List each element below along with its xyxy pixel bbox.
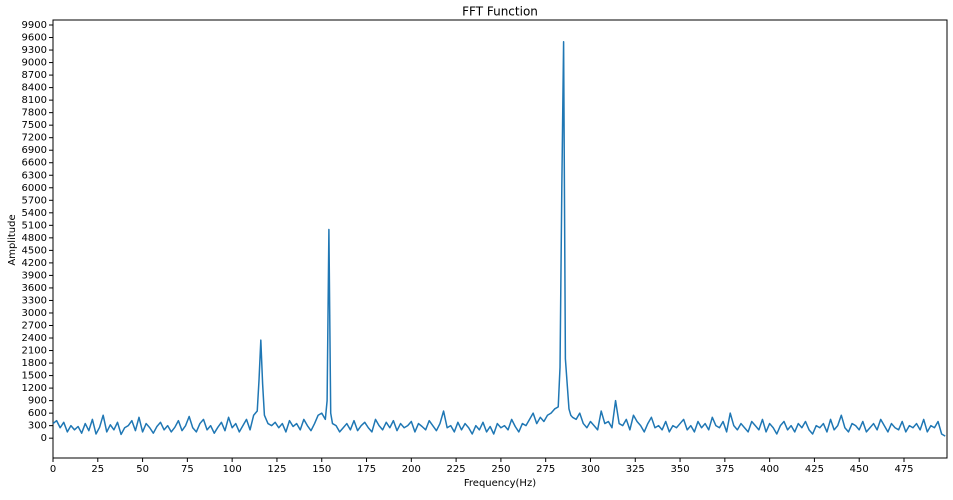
y-tick-label: 8400 xyxy=(22,83,47,94)
x-tick-label: 250 xyxy=(491,464,510,475)
plot-frame xyxy=(52,19,948,459)
y-tick-label: 6300 xyxy=(22,170,47,181)
y-tick-label: 1800 xyxy=(22,358,47,369)
x-tick-label: 175 xyxy=(357,464,376,475)
y-tick-label: 9600 xyxy=(22,33,47,44)
x-tick-label: 300 xyxy=(581,464,600,475)
x-tick-label: 275 xyxy=(536,464,555,475)
x-tick-label: 375 xyxy=(715,464,734,475)
y-tick-label: 8700 xyxy=(22,70,47,81)
x-tick-label: 150 xyxy=(312,464,331,475)
y-tick-label: 7800 xyxy=(22,108,47,119)
y-tick-label: 7200 xyxy=(22,133,47,144)
x-tick-label: 100 xyxy=(223,464,242,475)
y-tick-label: 9300 xyxy=(22,45,47,56)
y-tick-label: 6000 xyxy=(22,183,47,194)
x-tick-label: 225 xyxy=(447,464,466,475)
y-tick-label: 3000 xyxy=(22,308,47,319)
x-tick-label: 50 xyxy=(136,464,149,475)
x-tick-label: 200 xyxy=(402,464,421,475)
y-tick-label: 9000 xyxy=(22,58,47,69)
y-tick-label: 3900 xyxy=(22,270,47,281)
x-tick-label: 25 xyxy=(91,464,104,475)
y-tick-label: 300 xyxy=(28,421,47,432)
y-tick-label: 9900 xyxy=(22,20,47,31)
y-tick-label: 900 xyxy=(28,396,47,407)
y-tick-label: 600 xyxy=(28,408,47,419)
y-tick-label: 8100 xyxy=(22,95,47,106)
x-tick-label: 325 xyxy=(626,464,645,475)
y-tick-label: 6600 xyxy=(22,158,47,169)
y-tick-label: 5100 xyxy=(22,220,47,231)
y-tick-label: 3300 xyxy=(22,295,47,306)
chart-title: FFT Function xyxy=(462,5,538,19)
y-tick-label: 1500 xyxy=(22,371,47,382)
x-tick-label: 350 xyxy=(671,464,690,475)
y-tick-label: 5400 xyxy=(22,208,47,219)
y-tick-label: 7500 xyxy=(22,120,47,131)
y-tick-label: 5700 xyxy=(22,195,47,206)
x-tick-label: 75 xyxy=(181,464,194,475)
y-axis-label: Amplitude xyxy=(7,214,18,265)
x-tick-label: 475 xyxy=(894,464,913,475)
x-tick-label: 425 xyxy=(805,464,824,475)
y-tick-label: 2700 xyxy=(22,320,47,331)
y-tick-label: 1200 xyxy=(22,383,47,394)
y-tick-label: 2400 xyxy=(22,333,47,344)
x-tick-label: 0 xyxy=(50,464,56,475)
y-tick-label: 6900 xyxy=(22,145,47,156)
y-tick-label: 3600 xyxy=(22,283,47,294)
y-tick-label: 2100 xyxy=(22,346,47,357)
x-tick-label: 450 xyxy=(850,464,869,475)
y-tick-label: 0 xyxy=(41,433,47,444)
y-tick-label: 4800 xyxy=(22,233,47,244)
x-axis-label: Frequency(Hz) xyxy=(464,478,536,489)
x-tick-label: 125 xyxy=(267,464,286,475)
y-tick-label: 4200 xyxy=(22,258,47,269)
line-series xyxy=(52,40,946,437)
y-tick-label: 4500 xyxy=(22,245,47,256)
x-tick-label: 400 xyxy=(760,464,779,475)
